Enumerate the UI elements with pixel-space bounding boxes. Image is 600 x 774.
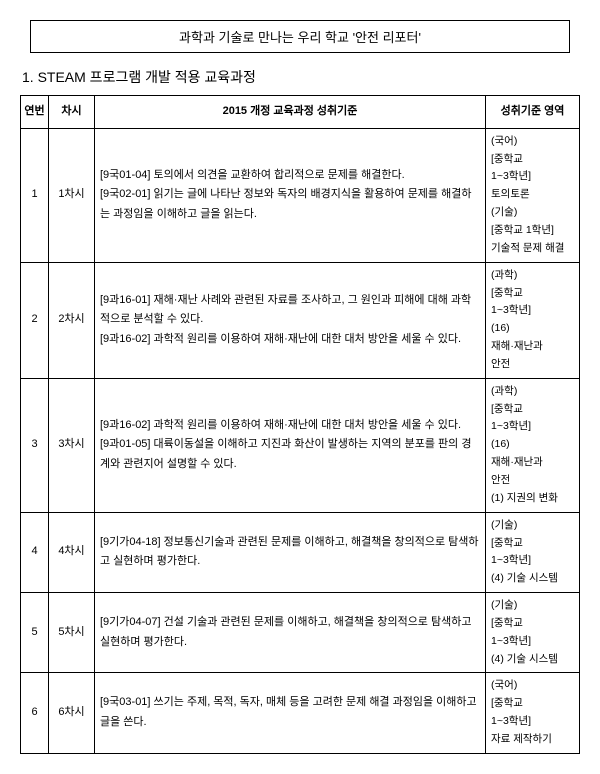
- cell-standard: [9과16-01] 재해·재난 사례와 관련된 자료를 조사하고, 그 원인과 …: [95, 262, 486, 378]
- table-row: 55차시[9기가04-07] 건설 기술과 관련된 문제를 이해하고, 해결책을…: [21, 593, 580, 673]
- cell-no: 5: [21, 593, 49, 673]
- table-row: 33차시[9과16-02] 과학적 원리를 이용하여 재해·재난에 대한 대처 …: [21, 378, 580, 512]
- header-session: 차시: [49, 96, 95, 129]
- cell-standard: [9국03-01] 쓰기는 주제, 목적, 독자, 매체 등을 고려한 문제 해…: [95, 673, 486, 753]
- cell-area: (과학)[중학교1~3학년](16)재해·재난과안전: [486, 262, 580, 378]
- cell-area: (국어)[중학교1~3학년]자료 제작하기: [486, 673, 580, 753]
- page-title: 과학과 기술로 만나는 우리 학교 '안전 리포터': [30, 20, 570, 53]
- table-row: 11차시[9국01-04] 토의에서 의견을 교환하여 합리적으로 문제를 해결…: [21, 128, 580, 262]
- cell-no: 6: [21, 673, 49, 753]
- cell-session: 1차시: [49, 128, 95, 262]
- header-no: 연번: [21, 96, 49, 129]
- cell-area: (기술)[중학교1~3학년](4) 기술 시스템: [486, 512, 580, 592]
- cell-no: 2: [21, 262, 49, 378]
- cell-area: (과학)[중학교1~3학년](16)재해·재난과안전(1) 지권의 변화: [486, 378, 580, 512]
- cell-area: (국어)[중학교1~3학년]토의토론(기술)[중학교 1학년]기술적 문제 해결: [486, 128, 580, 262]
- table-row: 22차시[9과16-01] 재해·재난 사례와 관련된 자료를 조사하고, 그 …: [21, 262, 580, 378]
- cell-standard: [9기가04-07] 건설 기술과 관련된 문제를 이해하고, 해결책을 창의적…: [95, 593, 486, 673]
- cell-standard: [9기가04-18] 정보통신기술과 관련된 문제를 이해하고, 해결책을 창의…: [95, 512, 486, 592]
- table-row: 44차시[9기가04-18] 정보통신기술과 관련된 문제를 이해하고, 해결책…: [21, 512, 580, 592]
- section-title: 1. STEAM 프로그램 개발 적용 교육과정: [22, 67, 580, 87]
- table-row: 66차시[9국03-01] 쓰기는 주제, 목적, 독자, 매체 등을 고려한 …: [21, 673, 580, 753]
- header-area: 성취기준 영역: [486, 96, 580, 129]
- header-standard: 2015 개정 교육과정 성취기준: [95, 96, 486, 129]
- cell-no: 3: [21, 378, 49, 512]
- cell-standard: [9국01-04] 토의에서 의견을 교환하여 합리적으로 문제를 해결한다.[…: [95, 128, 486, 262]
- curriculum-table: 연번 차시 2015 개정 교육과정 성취기준 성취기준 영역 11차시[9국0…: [20, 95, 580, 754]
- cell-session: 5차시: [49, 593, 95, 673]
- cell-session: 4차시: [49, 512, 95, 592]
- cell-standard: [9과16-02] 과학적 원리를 이용하여 재해·재난에 대한 대처 방안을 …: [95, 378, 486, 512]
- table-header-row: 연번 차시 2015 개정 교육과정 성취기준 성취기준 영역: [21, 96, 580, 129]
- cell-no: 1: [21, 128, 49, 262]
- cell-session: 6차시: [49, 673, 95, 753]
- cell-session: 3차시: [49, 378, 95, 512]
- cell-area: (기술)[중학교1~3학년](4) 기술 시스템: [486, 593, 580, 673]
- cell-session: 2차시: [49, 262, 95, 378]
- cell-no: 4: [21, 512, 49, 592]
